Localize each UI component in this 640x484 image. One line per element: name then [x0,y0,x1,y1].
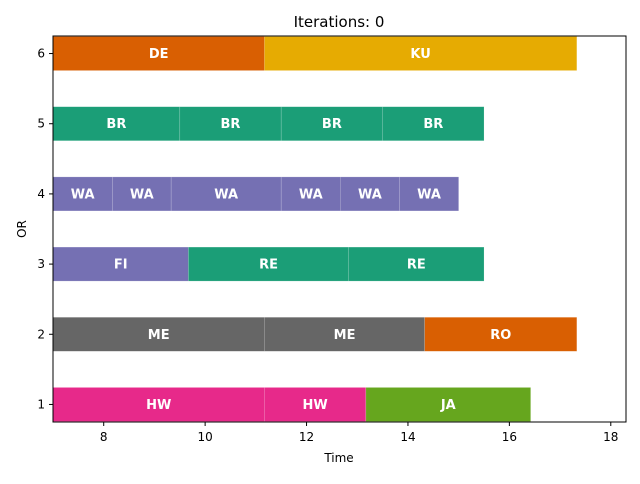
gantt-bar-ro [424,316,578,352]
gantt-bar-ja [365,387,531,422]
y-tick-label: 2 [37,327,45,341]
gantt-bar-label: RO [490,328,511,343]
gantt-bar-label: WA [299,187,323,202]
gantt-bar-de [52,36,265,71]
gantt-bar-fi [52,246,189,282]
gantt-bar-label: ME [148,328,170,343]
x-tick-label: 14 [400,430,415,444]
gantt-bar-label: RE [407,258,426,273]
gantt-bar-label: BR [106,117,126,132]
gantt-bar-br [179,106,282,142]
gantt-bar-hw [52,387,265,422]
y-axis-title: OR [15,220,29,238]
gantt-bar-label: WA [71,187,95,202]
y-tick-label: 5 [37,117,45,131]
gantt-bar-label: DE [149,47,169,62]
gantt-bar-wa [52,176,113,212]
y-tick-label: 6 [37,47,45,61]
gantt-bar-label: RE [259,258,278,273]
x-tick-label: 18 [603,430,618,444]
gantt-bar-ku [264,36,578,71]
gantt-bar-label: ME [334,328,356,343]
gantt-bar-label: BR [322,117,342,132]
gantt-bar-label: WA [214,187,238,202]
chart-title: Iterations: 0 [294,13,385,31]
gantt-bar-br [280,106,383,142]
x-tick-label: 12 [299,430,314,444]
gantt-bar-label: HW [303,398,328,413]
gantt-bar-label: WA [358,187,382,202]
gantt-bar-label: HW [146,398,171,413]
gantt-bar-label: BR [423,117,443,132]
y-tick-label: 3 [37,257,45,271]
gantt-bar-label: KU [410,47,430,62]
gantt-bar-re [188,246,349,282]
x-axis-title: Time [323,451,353,465]
bars-layer: HW HW JA ME ME RO FI RE RE WA WA WA WA WA WA BR BR BR BR DE… [52,36,578,422]
x-tick-label: 10 [197,430,212,444]
gantt-bar-br [382,106,485,142]
gantt-bar-label: JA [440,398,456,413]
gantt-bar-label: FI [114,258,128,273]
x-tick-label: 16 [502,430,517,444]
y-tick-label: 1 [37,397,45,411]
gantt-bar-hw [264,387,367,422]
gantt-bar-label: BR [221,117,241,132]
gantt-bar-label: WA [130,187,154,202]
gantt-bar-label: WA [417,187,441,202]
gantt-bar-wa [170,176,282,212]
y-tick-label: 4 [37,187,45,201]
plot-frame [52,35,627,423]
gantt-bar-wa [340,176,400,212]
gantt-bar-re [348,246,485,282]
x-tick-label: 8 [100,430,108,444]
gantt-bar-me [52,316,265,352]
gantt-bar-wa [280,176,341,212]
gantt-bar-me [264,316,425,352]
gantt-bar-wa [399,176,459,212]
